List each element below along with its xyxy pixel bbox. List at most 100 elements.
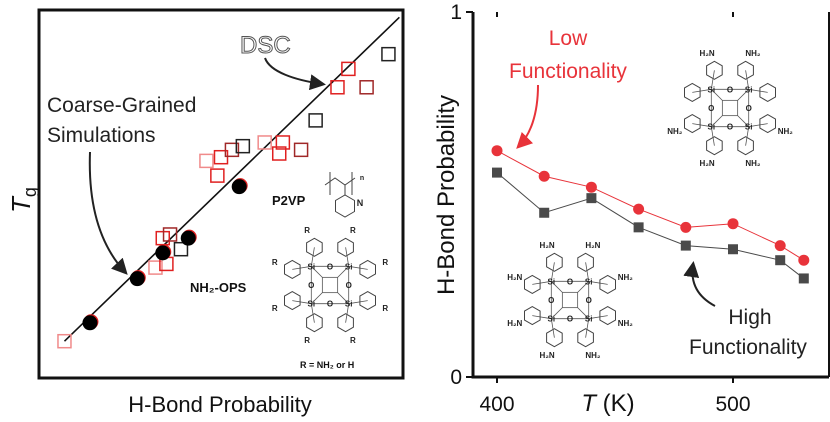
- atom-label: NH₂: [667, 127, 683, 136]
- benzene-ring: [359, 291, 376, 311]
- atom-label: Si: [708, 123, 716, 132]
- p2vp-structure: Nn: [324, 172, 364, 218]
- benzene-ring: [599, 274, 616, 294]
- nh2ops-label: NH₂-OPS: [190, 280, 247, 295]
- dsc-point: [224, 142, 240, 158]
- low-func-point: [680, 221, 692, 233]
- dsc-point: [148, 260, 163, 275]
- benzene-ring: [524, 306, 541, 326]
- dsc-point: [359, 80, 374, 95]
- benzene-ring: [359, 259, 376, 279]
- low-func-point: [774, 240, 786, 252]
- bond: [577, 281, 589, 293]
- bond: [585, 318, 590, 338]
- atom-label: NH₂: [585, 351, 601, 360]
- left-x-axis-label: H-Bond Probability: [128, 392, 311, 417]
- bond: [710, 126, 715, 146]
- high-func-arrow: [683, 261, 716, 307]
- p2vp-label: P2VP: [272, 193, 306, 208]
- high-func-point: [539, 207, 550, 218]
- x-tick-label: 400: [479, 393, 514, 416]
- atom-label: Si: [548, 315, 556, 324]
- right-y-axis-label: H-Bond Probability: [433, 95, 460, 295]
- bond: [337, 292, 349, 304]
- bond: [345, 247, 350, 267]
- y-tick-label: 0: [450, 366, 462, 389]
- bond: [737, 89, 749, 101]
- atom-label: R: [350, 336, 356, 345]
- right-x-axis-label: T (K): [581, 390, 634, 417]
- dsc-point: [275, 135, 291, 150]
- atom-label: O: [327, 300, 333, 309]
- bond: [745, 126, 750, 146]
- high-functionality-structure: H₂N H₂N H₂N NH₂ NH₂ NH₂ H₂N H₂N Si Si Si Si O O O O: [507, 241, 633, 360]
- atom-label: H₂N: [507, 273, 522, 282]
- simulation-point: [129, 271, 145, 287]
- benzene-ring: [737, 136, 754, 156]
- bond: [588, 315, 608, 320]
- high-func-point: [728, 244, 738, 255]
- bond: [692, 88, 712, 93]
- right-ticks: 400 500 0 1: [450, 1, 750, 416]
- benzene-ring: [337, 237, 354, 257]
- y-label-main: T: [6, 195, 36, 213]
- benzene-ring: [737, 60, 754, 80]
- benzene-ring: [706, 136, 723, 156]
- atom-label: O: [346, 281, 352, 290]
- dsc-point: [308, 113, 323, 128]
- high-func-line2: Functionality: [689, 336, 807, 359]
- atom-label: Si: [345, 300, 353, 309]
- bond: [310, 303, 315, 323]
- bond: [748, 123, 768, 128]
- dsc-point: [271, 146, 287, 161]
- atom-label: O: [567, 315, 573, 324]
- bond: [532, 280, 552, 285]
- dsc-arrow: [264, 57, 326, 91]
- low-functionality-structure: H₂N NH₂ NH₂ NH₂ H₂N NH₂ Si Si Si Si O O O O: [667, 49, 793, 168]
- atom-label: R: [272, 304, 278, 313]
- high-func-point: [586, 193, 597, 204]
- bond: [311, 292, 323, 304]
- benzene-ring: [546, 328, 563, 348]
- benzene-ring: [335, 194, 355, 218]
- benzene-ring: [684, 114, 701, 134]
- atom-label: NH₂: [618, 273, 634, 282]
- atom-label: R: [304, 336, 310, 345]
- benzene-ring: [684, 82, 701, 102]
- benzene-ring: [577, 252, 594, 272]
- atom-label: Si: [585, 277, 593, 286]
- dsc-label: DSC: [240, 32, 291, 59]
- benzene-ring: [759, 114, 776, 134]
- bond: [292, 265, 312, 270]
- benzene-ring: [306, 313, 323, 333]
- left-y-axis-label: Tg: [6, 187, 40, 213]
- atom-label: O: [567, 277, 573, 286]
- high-func-point: [633, 222, 644, 233]
- dsc-point: [381, 46, 396, 62]
- atom-label: Si: [308, 262, 316, 271]
- left-plot-frame: [37, 8, 405, 380]
- low-func-point: [727, 218, 739, 230]
- atom-label: O: [586, 296, 592, 305]
- benzene-ring: [759, 82, 776, 102]
- bond: [692, 123, 712, 128]
- dsc-point: [235, 138, 251, 154]
- high-func-line1: High: [728, 306, 771, 329]
- atom-label: NH₂: [618, 319, 634, 328]
- low-func-point: [633, 203, 645, 215]
- atom-label: n: [360, 175, 364, 182]
- atom-label: Si: [745, 123, 753, 132]
- atom-label: R: [382, 258, 388, 267]
- dsc-point: [57, 333, 72, 349]
- high-func-point: [775, 255, 786, 266]
- atom-label: Si: [708, 85, 716, 94]
- atom-label: R: [304, 226, 310, 235]
- benzene-ring: [306, 237, 323, 257]
- nh2-ops-structure: R R R R R R R R Si Si Si Si O O O O: [272, 226, 388, 345]
- dsc-point: [162, 227, 178, 242]
- atom-label: R: [350, 226, 356, 235]
- x-label-main: T: [581, 390, 598, 417]
- high-func-point: [798, 273, 809, 284]
- atom-label: H₂N: [507, 319, 522, 328]
